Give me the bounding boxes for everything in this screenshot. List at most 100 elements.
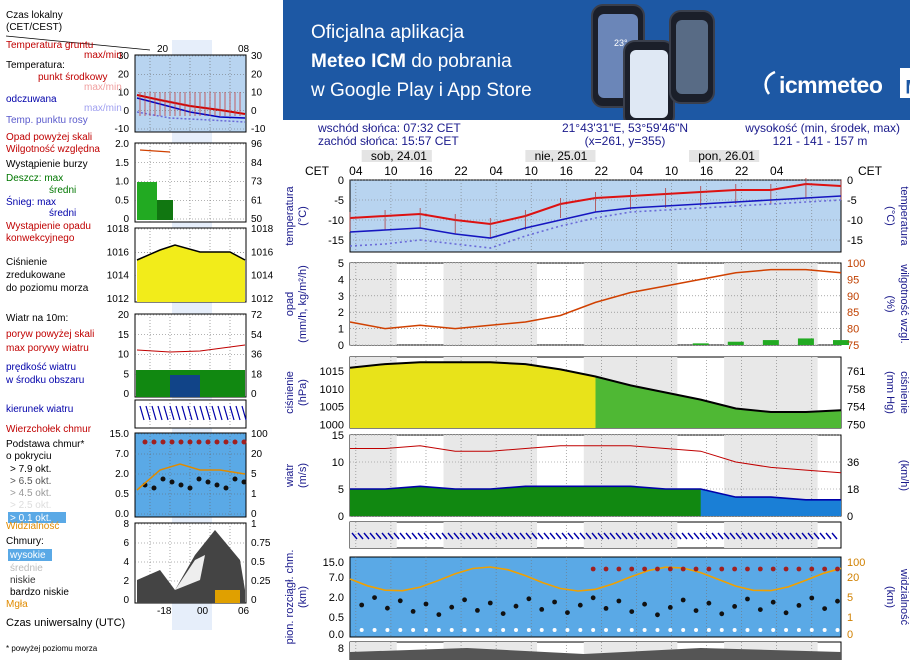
cloudbase-dot <box>642 601 647 607</box>
legend-tick-right: 0 <box>251 595 257 606</box>
legend-cloud-top-dot <box>151 439 157 445</box>
legend-tick-left: 1014 <box>107 271 130 282</box>
pressure-tick-right: 758 <box>847 384 865 396</box>
wind-arrow <box>525 532 532 540</box>
pressure-tick-left: 1010 <box>320 384 344 396</box>
cloudbase-dot <box>423 601 429 607</box>
legend-temp-title: Temperatura: <box>6 60 65 71</box>
cloudbase-dot-low <box>719 628 724 632</box>
cloudbase-dot-low <box>642 628 647 632</box>
logo-text: icmmeteo <box>779 72 883 98</box>
cloudbase-dot-low <box>411 628 416 632</box>
legend-tick-right: 18 <box>251 369 263 380</box>
legend-cloud-top-dot <box>178 439 184 445</box>
legend-temp-mid-mm: max/min <box>84 82 122 93</box>
legend-tick-left: -10 <box>115 124 130 135</box>
wind-arrow <box>537 532 544 540</box>
legend-tick-right: 72 <box>251 310 263 321</box>
wind-arrow <box>375 532 382 540</box>
legend-tick-left: 2.0 <box>115 139 129 150</box>
cloudbase-dot <box>719 611 725 617</box>
day-header-bg <box>361 150 432 162</box>
day-header-bg <box>525 150 596 162</box>
legend-wind-arrow <box>217 405 223 421</box>
legend-cloudbase-dot <box>151 485 157 491</box>
legend-tick-left: 2.0 <box>115 469 129 480</box>
wind-arrow <box>675 532 682 540</box>
cloudbase-dot <box>796 603 802 608</box>
promo-banner[interactable]: Oficjalna aplikacja Meteo ICM do pobrani… <box>283 0 910 120</box>
legend-wind-title: Wiatr na 10m: <box>6 313 68 324</box>
cloud-top-dot <box>616 566 622 572</box>
wind-arrow <box>477 532 484 540</box>
cloudbase-dot <box>410 609 416 614</box>
temp-series-line <box>349 199 842 249</box>
pressure-line <box>349 361 842 413</box>
legend-feels-mm: max/min <box>84 103 122 114</box>
wind-arrow <box>387 532 394 540</box>
legend-cloudbase-dot <box>205 479 211 485</box>
cloudbase-dot-low <box>784 628 789 632</box>
legend-tick-left: 0 <box>123 106 129 117</box>
legend-tick-left: 5 <box>123 369 129 380</box>
cloud-top-dot <box>835 566 840 572</box>
cloudbase-dot <box>745 596 750 602</box>
cloudbase-dot <box>655 612 660 618</box>
wind-arrow <box>585 532 592 540</box>
precip-tick-right: 80 <box>847 324 859 336</box>
legend-tick-right: 5 <box>251 469 257 480</box>
legend-cloudbase-dot <box>214 482 220 488</box>
legend-pressure-1: Ciśnienie <box>6 257 48 268</box>
wind-arrow <box>657 532 664 540</box>
legend-wind-arrow <box>211 405 217 421</box>
wind-arrow <box>645 532 652 540</box>
legend-tick-left: 1016 <box>107 247 130 258</box>
legend-tick-right: 0 <box>251 509 257 520</box>
cloudbase-dot <box>513 603 519 609</box>
day-header-bg <box>689 150 760 162</box>
legend-cloud-top-dot <box>142 439 148 445</box>
wind-arrow <box>765 532 772 540</box>
sunrise-text: wschód słońca: 07:32 CET <box>318 121 461 135</box>
wind-arrow <box>531 532 538 540</box>
legend-tick-left: 0 <box>123 595 129 606</box>
wind-arrow <box>819 532 826 540</box>
precip-tick-left: 1 <box>338 324 344 336</box>
legend-visibility: Widzialność <box>6 521 59 532</box>
wind-arrow <box>807 532 814 540</box>
legend-panel-cloudbase <box>134 432 247 518</box>
wind-arrow <box>381 532 388 540</box>
wind-arrow <box>729 532 736 540</box>
wind-arrow <box>621 532 628 540</box>
cloudbase-tick-left: 15.0 <box>323 557 344 569</box>
wind-arrow <box>597 532 604 540</box>
cloudbase-dot <box>385 605 390 611</box>
cloudbase-dot <box>616 598 622 604</box>
legend-tick-left: 1018 <box>107 224 130 235</box>
cloudbase-dot-low <box>681 628 686 632</box>
wind-arrow <box>687 532 694 540</box>
legend-cloudbase-dot <box>160 476 166 482</box>
wind-tick-left: 15 <box>332 430 344 442</box>
wind-arrow <box>717 532 724 540</box>
wind-arrow <box>441 532 448 540</box>
logo-box-letter: M <box>905 77 910 98</box>
legend-wind-arrow <box>205 405 211 421</box>
wind-tick-right: 36 <box>847 457 859 469</box>
cloudbase-tick-right: 100 <box>847 557 865 569</box>
clouds-area <box>350 648 841 660</box>
legend-convective-2: konwekcyjnego <box>6 233 75 244</box>
tz-tick-20: 20 <box>157 44 169 55</box>
cloudbase-dot-low <box>501 628 506 632</box>
legend-cloud-top-dot <box>196 439 202 445</box>
hour-tick: 04 <box>349 164 363 178</box>
legend-wind-direction: kierunek wiatru <box>6 404 73 415</box>
legend-rain-bar <box>137 182 157 220</box>
legend-wind-arrow <box>199 405 205 421</box>
elevation-info: wysokość (min, środek, max) 121 - 141 - … <box>700 122 900 148</box>
elevation-values: 121 - 141 - 157 m <box>772 134 868 148</box>
cloudbase-tick-right: 20 <box>847 572 859 584</box>
wind-arrow <box>639 532 646 540</box>
wind-tick-left: 5 <box>338 484 344 496</box>
